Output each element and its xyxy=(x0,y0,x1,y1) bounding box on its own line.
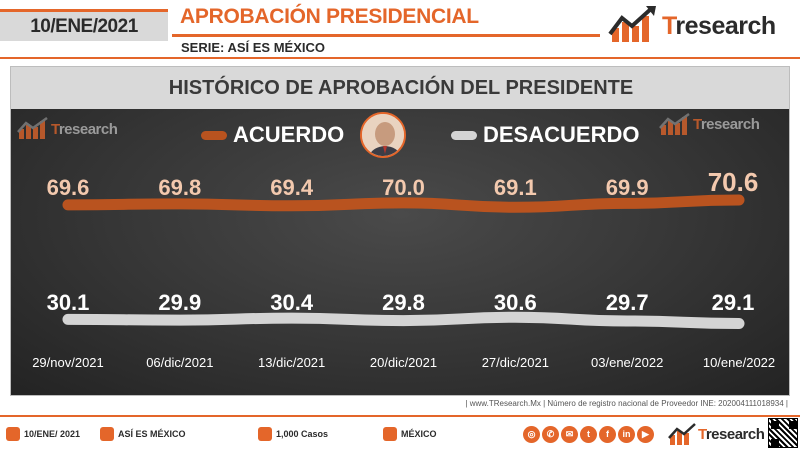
series-line-acuerdo xyxy=(62,194,745,213)
footer-brand-rest: research xyxy=(705,425,765,443)
whatsapp-icon[interactable]: ✆ xyxy=(542,426,559,443)
data-label-acuerdo: 69.6 xyxy=(47,175,90,200)
data-label-desacuerdo: 29.9 xyxy=(158,290,201,315)
data-label-desacuerdo: 29.7 xyxy=(606,290,649,315)
data-label-acuerdo: 69.1 xyxy=(494,175,537,200)
president-portrait-icon xyxy=(360,112,406,158)
footer-cases: 1,000 Casos xyxy=(258,427,328,441)
survey-icon xyxy=(100,427,114,441)
footer-wordmark: Tresearch xyxy=(698,425,765,443)
data-label-desacuerdo: 29.8 xyxy=(382,290,425,315)
watermark-rest: research xyxy=(58,120,118,138)
x-tick-label: 27/dic/2021 xyxy=(482,355,549,370)
x-tick-label: 20/dic/2021 xyxy=(370,355,437,370)
phone-icon xyxy=(258,427,272,441)
tresearch-watermark-icon xyxy=(17,117,48,139)
legend-label-acuerdo: ACUERDO xyxy=(233,122,345,147)
data-label-acuerdo: 70.6 xyxy=(708,167,759,197)
twitter-icon[interactable]: t xyxy=(580,426,597,443)
footer-date-label: 10/ENE/ 2021 xyxy=(24,429,81,439)
watermark-wordmark-right: Tresearch xyxy=(693,115,760,133)
footer-date: 10/ENE/ 2021 xyxy=(6,427,80,441)
portrait-face-icon xyxy=(362,114,404,156)
brand-rest: research xyxy=(675,11,776,40)
footer-brand-logo: Tresearch xyxy=(668,421,765,447)
x-tick-label: 29/nov/2021 xyxy=(32,355,104,370)
footer-series-label: ASÍ ES MÉXICO xyxy=(118,429,186,439)
watermark-wordmark-left: Tresearch xyxy=(51,120,118,138)
brand-wordmark: Tresearch xyxy=(662,12,776,41)
email-icon[interactable]: ✉ xyxy=(561,426,578,443)
series-line-desacuerdo xyxy=(62,311,745,329)
data-label-acuerdo: 69.9 xyxy=(606,175,649,200)
x-tick-label: 03/ene/2022 xyxy=(591,355,663,370)
tresearch-logo-icon xyxy=(608,6,656,42)
watermark-t: T xyxy=(693,115,701,133)
line-chart: 69.6 69.8 69.4 70.0 69.1 69.9 70.6 30.1 29.9 30.4… xyxy=(32,167,775,370)
chart-title: HISTÓRICO DE APROBACIÓN DEL PRESIDENTE xyxy=(11,67,789,109)
watermark-logo-right: Tresearch xyxy=(659,109,760,139)
tresearch-watermark-icon xyxy=(659,112,690,135)
watermark-logo-left: Tresearch xyxy=(17,117,118,141)
footer-series: ASÍ ES MÉXICO xyxy=(100,427,186,441)
footer-country: MÉXICO xyxy=(383,427,437,441)
brand-logo: Tresearch xyxy=(608,4,776,48)
x-tick-label: 10/ene/2022 xyxy=(703,355,775,370)
source-note: | www.TResearch.Mx | Número de registro … xyxy=(465,399,788,408)
legend-label-desacuerdo: DESACUERDO xyxy=(483,122,640,147)
legend-swatch-acuerdo xyxy=(201,130,227,140)
calendar-icon xyxy=(6,427,20,441)
linkedin-icon[interactable]: in xyxy=(618,426,635,443)
map-icon xyxy=(383,427,397,441)
web-icon[interactable]: ◎ xyxy=(523,426,540,443)
footer: 10/ENE/ 2021 ASÍ ES MÉXICO 1,000 Casos M… xyxy=(0,415,800,451)
footer-brand-t: T xyxy=(698,425,706,443)
data-label-acuerdo: 69.8 xyxy=(158,175,201,200)
chart-panel: HISTÓRICO DE APROBACIÓN DEL PRESIDENTE T… xyxy=(10,66,790,396)
data-label-acuerdo: 69.4 xyxy=(270,175,314,200)
facebook-icon[interactable]: f xyxy=(599,426,616,443)
watermark-rest: research xyxy=(700,115,760,133)
data-label-desacuerdo: 30.1 xyxy=(47,290,90,315)
social-links: ◎ ✆ ✉ t f in ▶ xyxy=(523,426,656,443)
legend-acuerdo: ACUERDO xyxy=(201,122,344,148)
watermark-t: T xyxy=(51,120,59,138)
brand-t: T xyxy=(662,11,676,40)
page-subtitle: SERIE: ASÍ ES MÉXICO xyxy=(181,40,325,55)
data-label-desacuerdo: 30.6 xyxy=(494,290,537,315)
header-date: 10/ENE/2021 xyxy=(0,9,168,41)
x-tick-label: 06/dic/2021 xyxy=(146,355,213,370)
header-divider xyxy=(0,57,800,59)
title-underline xyxy=(172,34,600,37)
footer-country-label: MÉXICO xyxy=(401,429,437,439)
x-tick-label: 13/dic/2021 xyxy=(258,355,325,370)
header: 10/ENE/2021 APROBACIÓN PRESIDENCIAL SERI… xyxy=(0,0,800,62)
tresearch-footer-icon xyxy=(668,423,696,445)
legend-desacuerdo: DESACUERDO xyxy=(451,122,639,148)
youtube-icon[interactable]: ▶ xyxy=(637,426,654,443)
data-label-desacuerdo: 30.4 xyxy=(270,290,314,315)
legend-swatch-desacuerdo xyxy=(451,130,477,140)
data-label-acuerdo: 70.0 xyxy=(382,175,425,200)
page-title: APROBACIÓN PRESIDENCIAL xyxy=(180,5,479,28)
qr-code[interactable] xyxy=(768,418,798,448)
data-label-desacuerdo: 29.1 xyxy=(712,290,755,315)
footer-cases-label: 1,000 Casos xyxy=(276,429,329,439)
